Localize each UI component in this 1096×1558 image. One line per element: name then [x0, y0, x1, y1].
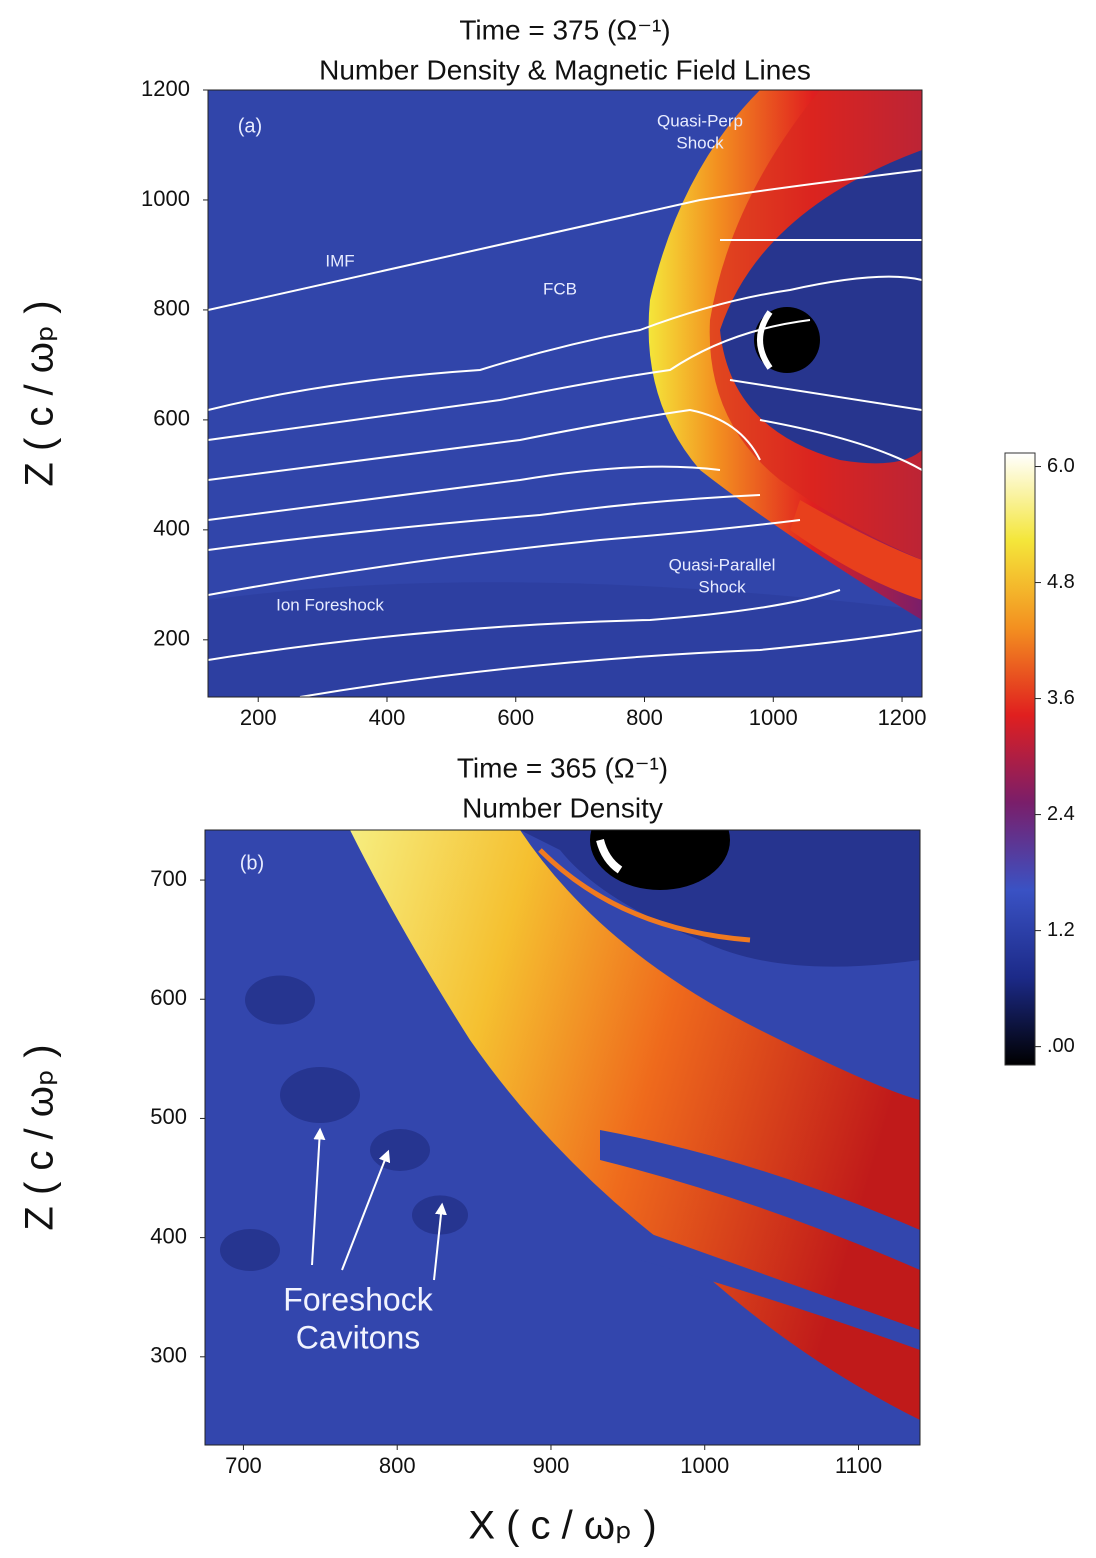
annotation: Ion Foreshock: [276, 595, 384, 614]
chart-title: Time = 375 (Ω⁻¹): [459, 14, 670, 45]
downstream-stream: [790, 500, 922, 600]
obstacle-rim: [757, 310, 773, 370]
x-tick-label: 400: [369, 705, 406, 730]
caviton: [220, 1229, 280, 1271]
x-tick-label: 200: [240, 705, 277, 730]
field-line: [208, 465, 721, 521]
streamer: [640, 1230, 920, 1350]
chart-subtitle: Number Density & Magnetic Field Lines: [319, 54, 811, 85]
panel-label: (b): [240, 852, 264, 874]
colorbar: [1004, 452, 1036, 1066]
x-tick-label: 1000: [680, 1453, 729, 1478]
arrow: [433, 1202, 447, 1281]
inner-rim: [538, 848, 751, 943]
field-line: [759, 419, 922, 471]
x-tick-label: 1100: [835, 1453, 882, 1478]
field-line: [208, 275, 922, 411]
y-tick-label: 1000: [141, 186, 190, 211]
x-tick-label: 600: [497, 705, 534, 730]
chart-title: Time = 365 (Ω⁻¹): [457, 752, 668, 783]
annotation: IMF: [325, 251, 354, 270]
field-line: [208, 169, 922, 311]
x-tick-label: 900: [533, 1453, 570, 1478]
annotation: FCB: [543, 279, 577, 298]
y-tick-label: 700: [150, 866, 187, 891]
heatmap: [205, 830, 920, 1445]
colorbar-tick-label: .00: [1047, 1035, 1075, 1057]
streamer: [600, 1130, 920, 1270]
annotation: Foreshock: [283, 1281, 433, 1317]
annotation: Quasi-Perp: [657, 111, 743, 130]
plot-frame: [207, 89, 923, 698]
field-line: [299, 629, 922, 697]
colorbar-tick-label: 3.6: [1047, 687, 1075, 709]
chart-subtitle: Number Density: [462, 792, 663, 823]
inner-cavity: [720, 150, 922, 464]
x-axis-label: X ( c / ωₚ ): [468, 1504, 656, 1548]
y-tick-label: 300: [150, 1343, 187, 1368]
field-line: [729, 379, 922, 411]
x-tick-label: 1000: [749, 705, 798, 730]
y-tick-label: 400: [153, 516, 190, 541]
field-line: [208, 589, 841, 661]
annotation: Shock: [698, 577, 746, 596]
shock-band: [350, 830, 920, 1420]
colorbar-tick-label: 1.2: [1047, 919, 1075, 941]
field-line: [208, 494, 761, 551]
y-tick-label: 800: [153, 296, 190, 321]
y-tick-label: 400: [150, 1223, 187, 1248]
colorbar-tick-label: 2.4: [1047, 803, 1075, 825]
annotation: Cavitons: [296, 1319, 421, 1355]
annotation: Quasi-Parallel: [669, 555, 776, 574]
y-tick-label: 200: [153, 626, 190, 651]
x-tick-label: 800: [626, 705, 663, 730]
field-line: [208, 408, 761, 481]
y-tick-label: 500: [150, 1104, 187, 1129]
heatmap: [208, 90, 922, 697]
caviton: [245, 975, 315, 1025]
x-tick-label: 800: [379, 1453, 416, 1478]
plot-frame: [204, 829, 921, 1446]
annotation: Shock: [676, 133, 724, 152]
arrow: [311, 1127, 326, 1266]
obstacle-rim: [596, 838, 623, 874]
y-axis-label: Z ( c / ωₚ ): [18, 1044, 62, 1230]
caviton: [280, 1067, 360, 1123]
colorbar-tick-label: 4.8: [1047, 571, 1075, 593]
caviton: [370, 1129, 430, 1171]
field-line: [208, 519, 801, 596]
panel-label: (a): [238, 115, 262, 137]
x-tick-label: 700: [225, 1453, 262, 1478]
y-tick-label: 600: [150, 985, 187, 1010]
colorbar-tick-label: 6.0: [1047, 455, 1075, 477]
obstacle: [590, 830, 730, 890]
x-tick-label: 1200: [878, 705, 927, 730]
obstacle: [754, 307, 820, 373]
y-tick-label: 1200: [141, 76, 190, 101]
arrow: [341, 1149, 391, 1271]
y-axis-label: Z ( c / ωₚ ): [18, 300, 62, 486]
y-tick-label: 600: [153, 406, 190, 431]
field-line: [208, 319, 811, 441]
